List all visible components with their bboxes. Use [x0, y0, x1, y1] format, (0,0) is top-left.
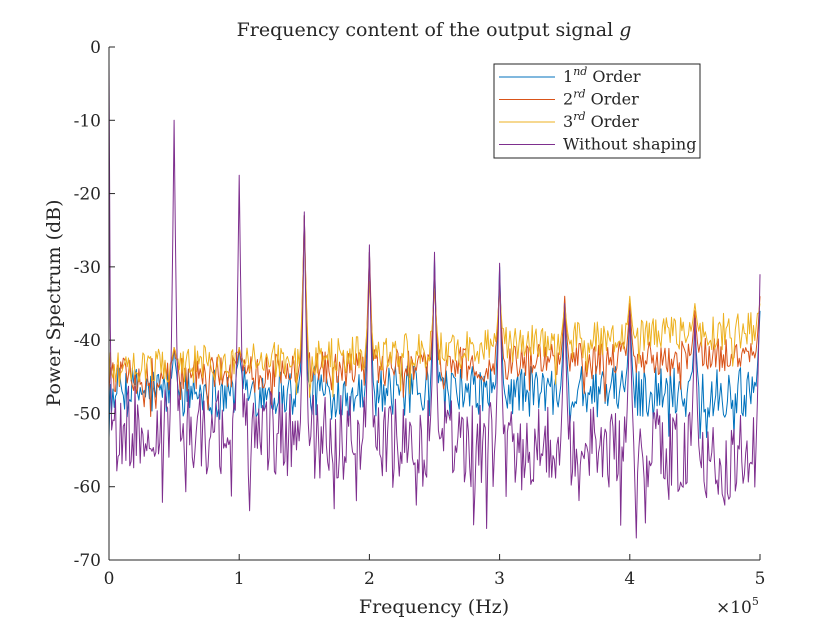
y-tick-label: -20: [74, 185, 101, 205]
series-line-3: [108, 222, 761, 398]
x-tick-label: 2: [364, 569, 375, 589]
legend-label: 1nd Order: [563, 65, 641, 86]
series-line-4: [108, 61, 761, 539]
series-layer: [108, 61, 761, 539]
x-tick-label: 0: [104, 569, 115, 589]
y-tick-label: -70: [74, 551, 101, 571]
y-tick-label: -10: [74, 111, 101, 131]
y-tick-label: -60: [74, 478, 101, 498]
y-tick-label: -40: [74, 331, 101, 351]
y-ticks: 0 -10 -20 -30 -40 -50 -60 -70: [74, 38, 115, 571]
legend-box: [493, 63, 701, 159]
legend-label: 2rd Order: [563, 88, 639, 109]
x-axis-multiplier-base: ×10: [716, 598, 752, 618]
x-axis-label: Frequency (Hz): [359, 596, 509, 618]
y-tick-label: -30: [74, 258, 101, 278]
x-ticks: 0 1 2 3 4 5: [104, 554, 766, 589]
x-tick-label: 5: [755, 569, 766, 589]
x-axis-multiplier: ×105: [716, 595, 759, 618]
y-tick-label: 0: [90, 38, 101, 58]
chart-title: Frequency content of the output signal g: [237, 19, 632, 41]
y-tick-label: -50: [74, 404, 101, 424]
x-tick-label: 1: [234, 569, 245, 589]
chart-title-text: Frequency content of the output signal: [237, 19, 614, 41]
legend-label: 3rd Order: [563, 110, 639, 131]
axes: [108, 47, 760, 561]
x-tick-label: 3: [494, 569, 505, 589]
chart-title-symbol: g: [619, 19, 631, 41]
x-tick-label: 4: [624, 569, 635, 589]
legend-label: Without shaping: [563, 135, 696, 154]
y-axis-label: Power Spectrum (dB): [43, 199, 65, 406]
x-axis-multiplier-exponent: 5: [752, 595, 759, 608]
